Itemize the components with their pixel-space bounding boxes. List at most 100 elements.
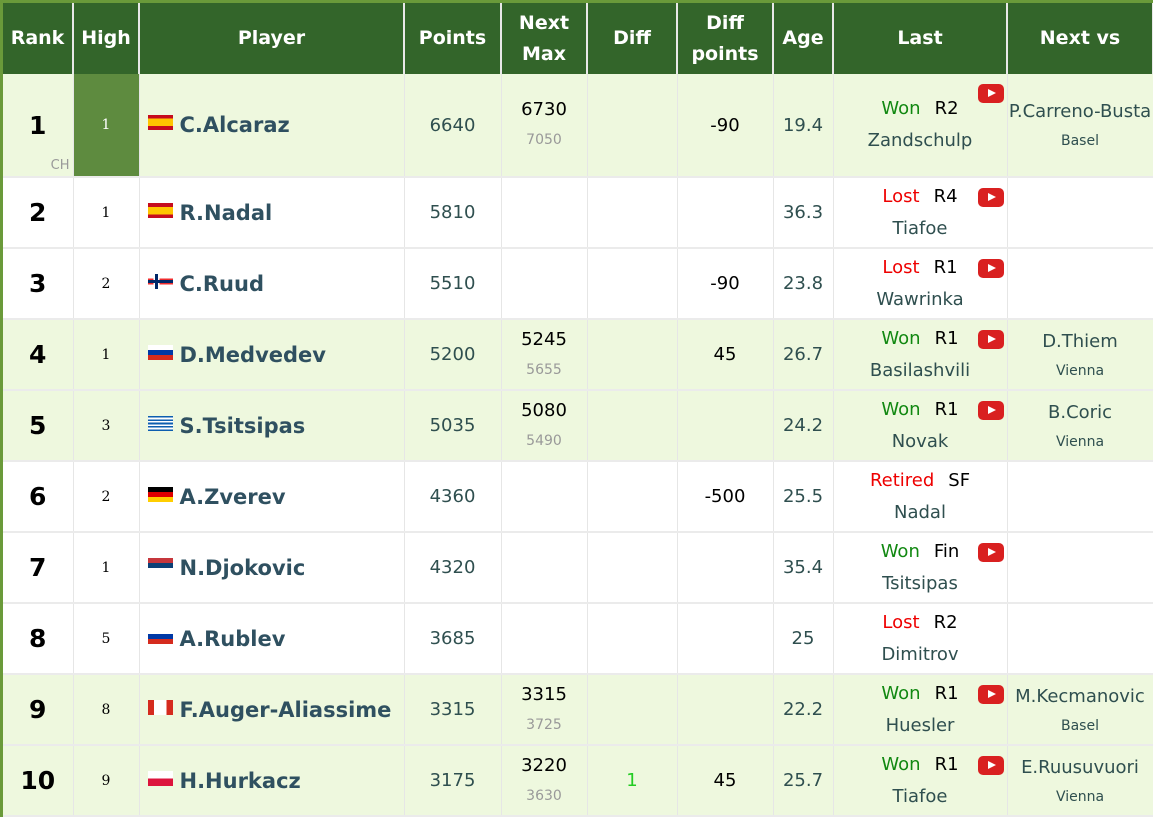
next-opponent-cell — [1007, 248, 1153, 320]
col-diff[interactable]: Diff — [587, 3, 678, 74]
col-last[interactable]: Last — [833, 3, 1008, 74]
result-label: Won — [880, 540, 920, 562]
player-name-link[interactable]: S.Tsitsipas — [179, 413, 306, 438]
youtube-play-icon[interactable] — [977, 84, 1004, 103]
col-age[interactable]: Age — [773, 3, 834, 74]
table-row[interactable]: 9 8 F.Auger-Aliassime 3315 3315 3725 22.2 Won R1… — [3, 674, 1153, 746]
player-name-link[interactable]: N.Djokovic — [179, 555, 306, 580]
header-row: Rank High Player Points Next Max Diff Dif… — [3, 3, 1153, 74]
last-match-cell: Lost R4 Tiafoe — [833, 177, 1008, 249]
diff-cell — [587, 74, 678, 178]
career-high-cell: 1 — [73, 319, 140, 391]
opponent-link[interactable]: Tiafoe — [892, 217, 948, 239]
last-match-cell: Won R2 Zandschulp — [833, 74, 1008, 178]
table-row[interactable]: 2 1 R.Nadal 5810 36.3 Lost R4 Tiafoe — [3, 177, 1153, 249]
age-cell: 25.5 — [773, 461, 834, 533]
table-row[interactable]: 4 1 D.Medvedev 5200 5245 5655 45 26.7 Won R1 Basil… — [3, 319, 1153, 391]
next-opponent-cell — [1007, 461, 1153, 533]
diff-cell: 1 — [587, 745, 678, 817]
age-cell: 36.3 — [773, 177, 834, 249]
next-max-cell — [501, 248, 588, 320]
flag-no-icon — [147, 273, 173, 289]
table-row[interactable]: 6 2 A.Zverev 4360 -500 25.5 Retired SF Nadal — [3, 461, 1153, 533]
career-high-cell: 1 — [73, 532, 140, 604]
player-cell: F.Auger-Aliassime — [139, 674, 405, 746]
opponent-link[interactable]: Novak — [891, 430, 949, 452]
col-diff-points[interactable]: Diff points — [677, 3, 774, 74]
table-row[interactable]: 3 2 C.Ruud 5510 -90 23.8 Lost R1 Wawrinka — [3, 248, 1153, 320]
opponent-link[interactable]: Nadal — [894, 501, 946, 523]
max-points: 7050 — [526, 132, 562, 148]
player-name-link[interactable]: R.Nadal — [179, 200, 273, 225]
opponent-link[interactable]: Huesler — [885, 714, 955, 736]
youtube-play-icon[interactable] — [977, 330, 1004, 349]
last-match-cell: Retired SF Nadal — [833, 461, 1008, 533]
table-row[interactable]: 10 9 H.Hurkacz 3175 3220 3630 1 45 25.7 Won R1 Tiaf… — [3, 745, 1153, 817]
rank-value: 3 — [29, 269, 47, 298]
next-opponent-link[interactable]: B.Coric — [1048, 401, 1112, 423]
opponent-link[interactable]: Basilashvili — [869, 359, 971, 381]
youtube-play-icon[interactable] — [977, 401, 1004, 420]
max-points: 3630 — [526, 787, 562, 804]
player-name-link[interactable]: C.Ruud — [179, 271, 265, 296]
max-points: 5490 — [526, 432, 562, 449]
next-opponent-link[interactable]: M.Kecmanovic — [1015, 685, 1145, 707]
diff-points-cell: -90 — [677, 74, 774, 178]
youtube-play-icon[interactable] — [977, 543, 1004, 562]
diff-points-cell: 45 — [677, 745, 774, 817]
next-opponent-cell — [1007, 532, 1153, 604]
col-next-max[interactable]: Next Max — [501, 3, 588, 74]
col-rank[interactable]: Rank — [3, 3, 74, 74]
player-cell: S.Tsitsipas — [139, 390, 405, 462]
opponent-link[interactable]: Dimitrov — [881, 643, 959, 665]
player-name-link[interactable]: H.Hurkacz — [179, 768, 301, 793]
rankings-table: Rank High Player Points Next Max Diff Dif… — [3, 3, 1153, 817]
player-name-link[interactable]: A.Zverev — [179, 484, 286, 509]
career-high-cell: 3 — [73, 390, 140, 462]
next-points: 5245 — [521, 328, 567, 350]
player-name-link[interactable]: A.Rublev — [179, 626, 286, 651]
opponent-link[interactable]: Tsitsipas — [882, 572, 958, 594]
round-label: R1 — [934, 327, 959, 349]
col-points[interactable]: Points — [404, 3, 502, 74]
last-match-line: Won Fin — [834, 536, 1007, 568]
youtube-play-icon[interactable] — [977, 259, 1004, 278]
last-match-cell: Won R1 Basilashvili — [833, 319, 1008, 391]
table-row[interactable]: 5 3 S.Tsitsipas 5035 5080 5490 24.2 Won R1 Novak B… — [3, 390, 1153, 462]
player-name-link[interactable]: F.Auger-Aliassime — [179, 697, 392, 722]
youtube-play-icon[interactable] — [977, 188, 1004, 207]
flag-es-icon — [147, 202, 173, 218]
opponent-link[interactable]: Zandschulp — [867, 130, 973, 151]
next-opponent-link[interactable]: P.Carreno-Busta — [1008, 101, 1152, 122]
next-max-cell: 5080 5490 — [501, 390, 588, 462]
next-max-cell: 3220 3630 — [501, 745, 588, 817]
result-label: Lost — [882, 256, 920, 278]
next-max-cell — [501, 603, 588, 675]
col-next-vs[interactable]: Next vs — [1007, 3, 1153, 74]
table-row[interactable]: 7 1 N.Djokovic 4320 35.4 Won Fin Tsitsipas — [3, 532, 1153, 604]
col-player[interactable]: Player — [139, 3, 405, 74]
last-match-cell: Won R1 Huesler — [833, 674, 1008, 746]
player-name-link[interactable]: D.Medvedev — [179, 342, 326, 367]
next-points: 3315 — [521, 683, 567, 705]
table-row[interactable]: 8 5 A.Rublev 3685 25 Lost R2 Dimitrov — [3, 603, 1153, 675]
opponent-link[interactable]: Tiafoe — [892, 785, 948, 807]
result-label: Won — [881, 682, 921, 704]
round-label: R1 — [934, 682, 959, 704]
next-opponent-cell: M.Kecmanovic Basel — [1007, 674, 1153, 746]
col-high[interactable]: High — [73, 3, 140, 74]
player-cell: D.Medvedev — [139, 319, 405, 391]
next-opponent-link[interactable]: E.Ruusuvuori — [1021, 756, 1139, 778]
round-label: R2 — [933, 611, 958, 633]
player-name-link[interactable]: C.Alcaraz — [179, 113, 290, 137]
youtube-play-icon[interactable] — [977, 685, 1004, 704]
flag-rs-icon — [147, 557, 173, 573]
youtube-play-icon[interactable] — [977, 756, 1004, 775]
age-cell: 26.7 — [773, 319, 834, 391]
table-row[interactable]: 1 CH 1 C.Alcaraz 6640 6730 7050 -90 19.4 Won R2 Zan… — [3, 74, 1153, 178]
next-opponent-link[interactable]: D.Thiem — [1042, 330, 1118, 352]
last-match-cell: Won R1 Tiafoe — [833, 745, 1008, 817]
next-points: 5080 — [521, 399, 567, 421]
last-match-line: Won R1 — [834, 749, 1007, 781]
opponent-link[interactable]: Wawrinka — [876, 288, 964, 310]
